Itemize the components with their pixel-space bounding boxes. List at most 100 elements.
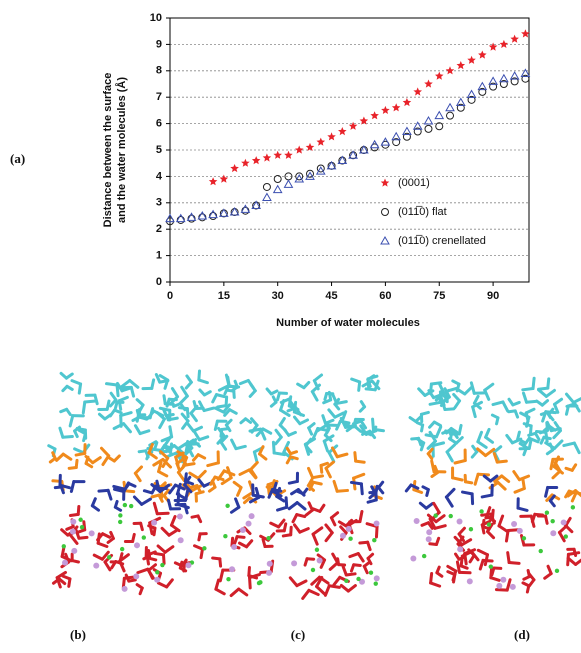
atom — [545, 511, 549, 515]
star-marker — [295, 146, 304, 154]
bond — [437, 573, 442, 577]
bond — [539, 390, 547, 397]
bond — [305, 444, 308, 454]
star-marker — [381, 106, 390, 114]
star-marker — [521, 29, 530, 37]
bond — [574, 443, 579, 453]
bond — [313, 534, 317, 544]
bond — [107, 401, 109, 409]
triangle-marker — [435, 112, 443, 119]
bond — [213, 558, 220, 559]
atom — [517, 528, 523, 534]
bond — [125, 491, 134, 492]
bond — [326, 468, 330, 477]
bond — [325, 393, 327, 399]
y-tick-label: 4 — [156, 170, 163, 182]
circle-marker — [199, 214, 206, 221]
bond — [287, 457, 290, 463]
circle-marker — [242, 207, 249, 214]
bond — [335, 413, 344, 417]
bond — [286, 498, 287, 508]
bond — [542, 401, 547, 406]
bond — [111, 532, 114, 538]
x-tick-label: 30 — [272, 290, 284, 302]
atom — [489, 564, 493, 568]
atom — [291, 560, 297, 566]
bond — [129, 580, 135, 581]
atom — [564, 534, 568, 538]
bond — [480, 560, 483, 569]
bond — [430, 402, 440, 404]
atom — [226, 577, 230, 581]
bond — [337, 402, 347, 404]
bond — [191, 486, 197, 488]
star-marker — [370, 111, 379, 119]
bond — [226, 397, 227, 406]
bond — [360, 511, 362, 521]
bond — [346, 574, 355, 575]
bond — [297, 503, 305, 509]
bond — [454, 395, 460, 401]
bond — [221, 442, 226, 449]
bond — [508, 553, 509, 563]
bond — [478, 550, 487, 554]
bond — [547, 423, 548, 431]
atom — [78, 518, 82, 522]
atom — [487, 522, 491, 526]
figure: (a) (b) (c) (d) Number of water molecule… — [0, 0, 581, 648]
bond — [445, 409, 454, 410]
bond — [437, 427, 441, 437]
atom — [479, 509, 483, 513]
bond — [564, 443, 575, 446]
bond — [70, 535, 77, 543]
bond — [566, 394, 573, 402]
bond — [337, 421, 341, 429]
bond — [337, 454, 347, 457]
bond — [513, 402, 519, 404]
y-tick-label: 0 — [156, 276, 162, 288]
bond — [180, 396, 187, 403]
bond — [465, 387, 472, 393]
atom — [122, 586, 128, 592]
bond — [75, 431, 78, 437]
atom — [266, 536, 270, 540]
bond — [139, 451, 146, 452]
bond — [529, 433, 536, 435]
bond — [187, 376, 191, 382]
star-marker — [284, 151, 293, 159]
bond — [72, 561, 78, 562]
bond — [509, 411, 516, 412]
bond — [284, 524, 285, 531]
bond — [86, 463, 92, 466]
bond — [459, 425, 461, 434]
bond — [247, 541, 252, 547]
bond — [506, 531, 508, 541]
bond — [351, 482, 361, 483]
star-marker — [478, 51, 487, 59]
atom — [70, 519, 76, 525]
bond — [114, 456, 119, 461]
bond — [566, 406, 568, 414]
bond — [309, 590, 318, 594]
bond — [55, 487, 61, 488]
bond — [559, 532, 564, 540]
bond — [422, 523, 428, 526]
atom — [500, 577, 506, 583]
bond — [63, 436, 73, 437]
bond — [92, 506, 98, 510]
bond — [224, 471, 234, 475]
bond — [376, 527, 377, 537]
bond — [277, 393, 279, 400]
bond — [273, 442, 274, 453]
star-marker — [435, 72, 444, 80]
x-tick-label: 90 — [487, 290, 499, 302]
circle-marker — [263, 183, 270, 190]
bond — [486, 449, 494, 455]
bond — [110, 410, 114, 416]
bond — [152, 495, 159, 497]
bond — [260, 454, 266, 459]
triangle-marker — [274, 186, 282, 193]
bond — [497, 461, 506, 462]
bond — [221, 429, 222, 436]
bond — [149, 550, 150, 556]
